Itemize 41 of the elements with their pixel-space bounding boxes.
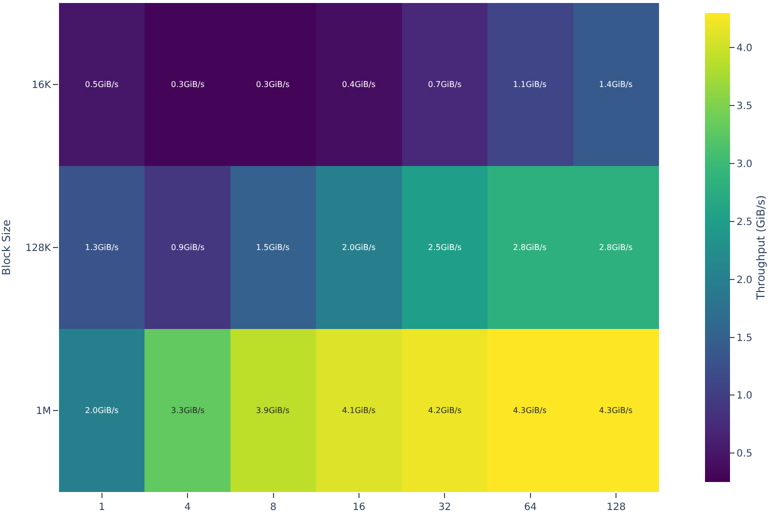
x-tick-label: 4: [184, 502, 191, 513]
color-bar-label: 4.0: [736, 43, 752, 54]
x-tick-label: 8: [270, 502, 276, 513]
color-bar-label: 3.5: [736, 101, 752, 112]
x-tick-label: 1: [98, 502, 106, 513]
data-label: 4.1GiB/s: [342, 406, 376, 415]
data-label: 0.7GiB/s: [428, 80, 462, 89]
data-label: 0.4GiB/s: [342, 80, 376, 89]
data-label: 2.8GiB/s: [599, 243, 632, 252]
color-bar-label: 2.0: [736, 274, 752, 286]
data-label: 2.0GiB/s: [85, 406, 118, 415]
data-label: 3.3GiB/s: [171, 406, 204, 415]
data-label: 0.3GiB/s: [256, 80, 290, 89]
color-bar-label: 1.0: [736, 390, 752, 402]
x-tick-label: 32: [438, 502, 452, 513]
x-tick-label: 16: [352, 502, 366, 513]
color-bar-label: 2.5: [736, 216, 752, 228]
data-label: 2.8GiB/s: [513, 243, 546, 252]
color-bar-title: Throughput (GiB/s): [754, 195, 768, 301]
y-tick-label: 128K: [25, 243, 52, 254]
data-label: 1.5GiB/s: [256, 243, 290, 252]
color-bar-label: 0.5: [736, 448, 752, 460]
data-label: 0.3GiB/s: [171, 80, 204, 89]
data-label: 2.5GiB/s: [428, 243, 462, 252]
data-label: 3.9GiB/s: [256, 406, 290, 415]
data-label: 1.1GiB/s: [513, 80, 546, 89]
x-tick-label: 128: [606, 502, 626, 513]
data-label: 0.5GiB/s: [85, 80, 118, 89]
data-label: 2.0GiB/s: [342, 243, 376, 252]
color-bar-label: 3.0: [736, 159, 752, 170]
data-label: 0.9GiB/s: [171, 243, 204, 252]
data-label: 1.3GiB/s: [85, 243, 118, 252]
data-label: 4.3GiB/s: [513, 406, 546, 415]
data-label: 4.2GiB/s: [428, 406, 462, 415]
y-axis-title: Block Size: [0, 219, 13, 276]
data-label: 4.3GiB/s: [599, 406, 632, 415]
x-tick-label: 64: [524, 502, 537, 513]
y-tick-label: 16K: [32, 80, 52, 91]
y-tick-label: 1M: [36, 406, 51, 417]
color-bar-label: 1.5: [736, 332, 752, 344]
data-label: 1.4GiB/s: [599, 80, 632, 89]
